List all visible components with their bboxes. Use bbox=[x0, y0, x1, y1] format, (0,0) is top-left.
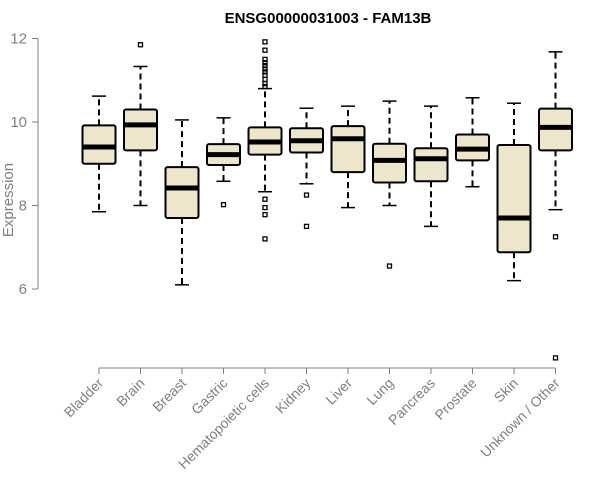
box-group bbox=[455, 97, 490, 188]
outlier-point bbox=[303, 192, 310, 198]
x-tick-label: Prostate bbox=[431, 375, 479, 423]
box-group bbox=[413, 105, 449, 228]
y-tick-label: 12 bbox=[10, 31, 27, 48]
y-tick-label: 8 bbox=[19, 198, 27, 215]
outlier-point bbox=[262, 196, 268, 202]
outlier-point bbox=[386, 263, 393, 269]
box bbox=[372, 142, 407, 184]
x-tick-label: Liver bbox=[322, 375, 355, 408]
y-tick-label: 10 bbox=[10, 114, 27, 131]
box-group bbox=[247, 39, 283, 242]
outlier-point bbox=[262, 236, 268, 242]
box bbox=[164, 166, 200, 220]
y-tick-label: 6 bbox=[19, 281, 27, 298]
outlier-point bbox=[303, 223, 310, 230]
box bbox=[413, 147, 449, 183]
outlier-point bbox=[552, 234, 559, 240]
outlier-point bbox=[552, 355, 559, 361]
outlier-point bbox=[262, 80, 268, 87]
outlier-point bbox=[262, 39, 268, 45]
outlier-point bbox=[262, 56, 268, 63]
x-tick-label: Bladder bbox=[61, 375, 107, 421]
outlier-point bbox=[220, 202, 227, 208]
outlier-point bbox=[262, 76, 268, 83]
chart-title: ENSG00000031003 - FAM13B bbox=[225, 10, 432, 27]
box-group bbox=[496, 102, 532, 282]
box-group bbox=[123, 42, 158, 207]
x-tick-label: Breast bbox=[149, 375, 189, 415]
box-group bbox=[538, 51, 573, 361]
box bbox=[123, 108, 158, 152]
outlier-point bbox=[262, 69, 268, 75]
x-tick-label: Kidney bbox=[272, 375, 314, 417]
outlier-point bbox=[262, 72, 268, 78]
y-axis-label: Expression bbox=[0, 163, 17, 237]
box-group bbox=[81, 95, 117, 213]
box-group bbox=[289, 107, 324, 230]
x-tick-label: Brain bbox=[113, 375, 147, 409]
box-series bbox=[81, 39, 573, 361]
outlier-point bbox=[262, 212, 268, 218]
outlier-point bbox=[262, 83, 268, 90]
outlier-point bbox=[262, 62, 268, 69]
outlier-point bbox=[262, 47, 268, 53]
box-group bbox=[372, 100, 407, 269]
y-axis: 6 8 10 12 bbox=[10, 31, 39, 298]
box-group bbox=[164, 119, 200, 286]
outlier-point bbox=[262, 204, 268, 211]
outlier-point bbox=[262, 66, 268, 72]
outlier-point bbox=[262, 60, 268, 66]
box-group bbox=[206, 117, 241, 208]
x-tick-label: Skin bbox=[491, 375, 522, 406]
box-group bbox=[330, 105, 366, 209]
outlier-point bbox=[137, 42, 144, 48]
box bbox=[330, 125, 366, 174]
x-tick-label: Unknown / Other bbox=[477, 375, 563, 461]
box bbox=[496, 143, 532, 254]
x-tick-label: Lung bbox=[363, 375, 396, 408]
box bbox=[81, 124, 117, 165]
